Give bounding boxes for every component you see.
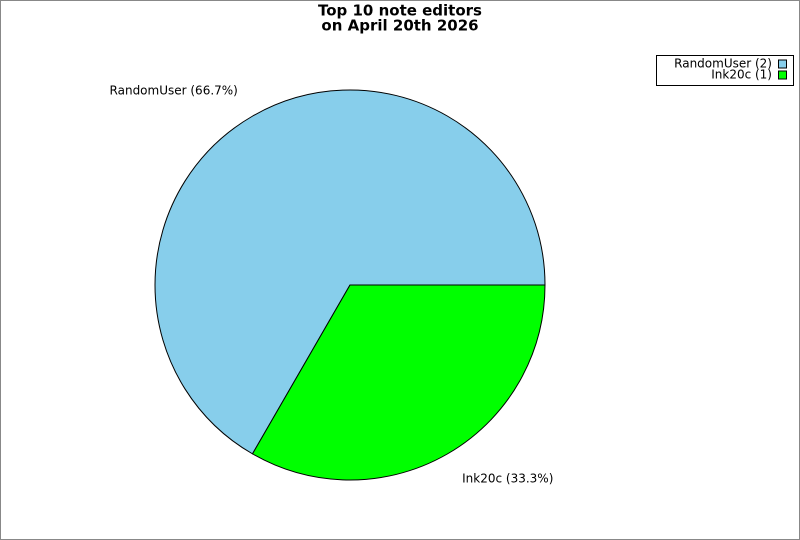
chart-title: Top 10 note editors xyxy=(318,2,482,20)
legend-swatch xyxy=(778,59,787,69)
legend-swatch xyxy=(778,70,787,80)
pie-slice xyxy=(154,89,546,455)
legend-label: RandomUser (2) xyxy=(674,57,772,71)
slice-label: Ink20c (33.3%) xyxy=(462,472,553,486)
legend-box xyxy=(656,55,794,86)
chart-title: on April 20th 2026 xyxy=(321,17,478,35)
legend-label: Ink20c (1) xyxy=(711,68,772,82)
pie-slice xyxy=(251,284,546,481)
slice-label: RandomUser (66.7%) xyxy=(110,83,238,97)
